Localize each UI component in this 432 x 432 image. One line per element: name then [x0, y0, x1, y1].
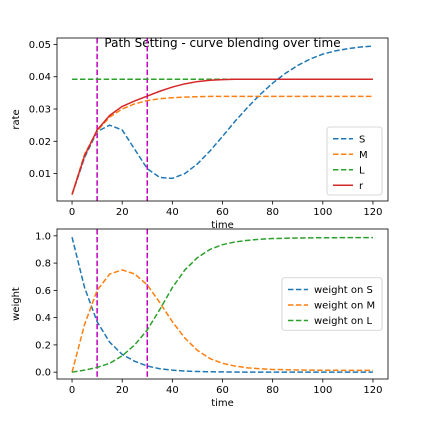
- rate-panel: Path Setting - curve blending over time 0…: [11, 36, 389, 231]
- weight-panel: 0 20 40 60 80 100 120 0.0 0.2 0.4 0.6 0.8 1.0 time wei…: [11, 228, 389, 409]
- legend-label: L: [359, 165, 365, 176]
- x-tick-label: 100: [313, 385, 332, 396]
- y-tick-label: 0.0: [35, 368, 51, 379]
- series-line-r: [71, 78, 373, 195]
- x-tick-label: 120: [363, 207, 382, 218]
- x-tick-label: 40: [166, 385, 179, 396]
- y-axis-label: rate: [11, 109, 22, 129]
- legend-label: weight on M: [314, 301, 375, 312]
- x-tick-label: 0: [69, 385, 75, 396]
- y-tick-label: 1.0: [35, 231, 51, 242]
- series-line-m: [71, 95, 373, 195]
- y-tick-label: 0.04: [29, 72, 51, 83]
- series-line-weight-on-m: [71, 269, 373, 373]
- y-tick-label: 0.05: [29, 40, 51, 51]
- x-tick-label: 20: [116, 207, 129, 218]
- y-tick-label: 0.6: [35, 286, 51, 297]
- x-tick-label: 80: [266, 207, 279, 218]
- x-tick-label: 40: [166, 207, 179, 218]
- y-tick-label: 0.03: [29, 105, 51, 116]
- series-line-weight-on-s: [71, 236, 373, 373]
- y-tick-label: 0.02: [29, 137, 51, 148]
- legend-label: weight on L: [314, 316, 373, 327]
- series-line-weight-on-l: [71, 236, 373, 373]
- legend-label: S: [359, 134, 365, 145]
- legend-box: [281, 277, 383, 331]
- x-tick-label: 60: [216, 207, 229, 218]
- legend-box: [326, 126, 383, 196]
- legend-label: r: [359, 181, 364, 192]
- y-tick-label: 0.8: [35, 259, 51, 270]
- x-tick-label: 0: [69, 207, 75, 218]
- y-tick-label: 0.2: [35, 340, 51, 351]
- legend-label: M: [359, 150, 368, 161]
- y-tick-label: 0.01: [29, 169, 51, 180]
- x-axis-label: time: [211, 220, 234, 231]
- x-tick-label: 80: [266, 385, 279, 396]
- series-line-s: [71, 45, 374, 195]
- x-tick-label: 100: [313, 207, 332, 218]
- y-tick-label: 0.4: [35, 313, 51, 324]
- x-tick-label: 20: [116, 385, 129, 396]
- x-axis-label: time: [211, 398, 234, 409]
- legend-label: weight on S: [314, 285, 373, 296]
- chart-title: Path Setting - curve blending over time: [104, 36, 340, 50]
- y-axis-label: weight: [11, 287, 22, 321]
- x-tick-label: 120: [363, 385, 382, 396]
- x-tick-label: 60: [216, 385, 229, 396]
